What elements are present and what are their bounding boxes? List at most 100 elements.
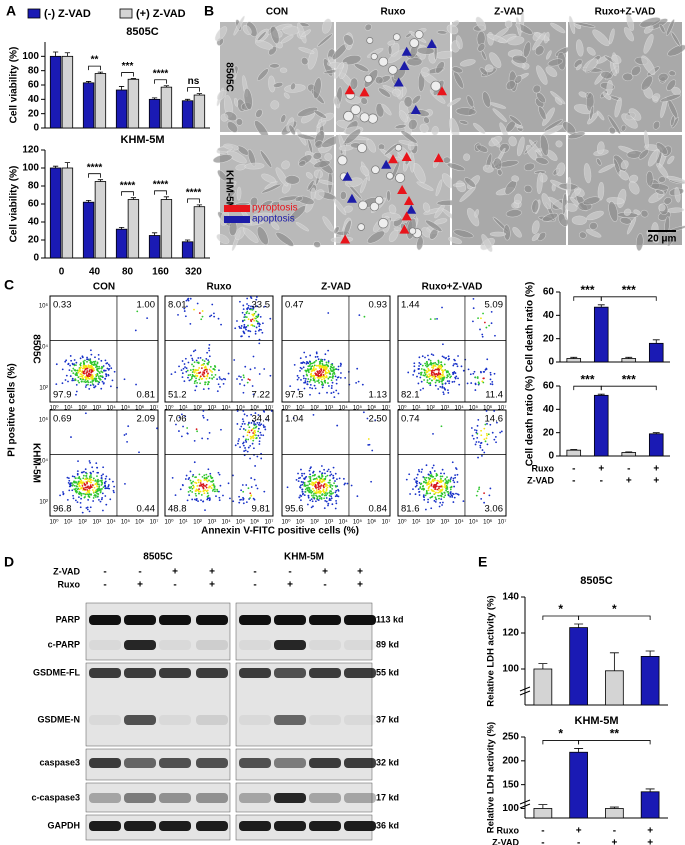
flow-event bbox=[81, 483, 84, 485]
flow-event bbox=[207, 372, 209, 375]
x-tick-label: 10¹ bbox=[296, 406, 305, 412]
flow-event bbox=[426, 363, 429, 366]
flow-event bbox=[193, 375, 196, 378]
marker-triangle bbox=[399, 224, 410, 234]
cell bbox=[545, 66, 558, 77]
flow-event bbox=[88, 375, 91, 378]
flow-event bbox=[405, 478, 408, 481]
flow-event bbox=[318, 470, 321, 473]
flow-event bbox=[312, 505, 314, 508]
legend-swatch bbox=[224, 205, 250, 212]
y-tick-label: 60 bbox=[28, 80, 40, 91]
flow-event bbox=[175, 423, 177, 426]
flow-event bbox=[312, 378, 315, 381]
quadrant-value: 96.8 bbox=[53, 504, 72, 515]
flow-event bbox=[84, 368, 87, 371]
flow-event bbox=[242, 330, 245, 333]
flow-event bbox=[127, 425, 130, 428]
cell bbox=[602, 92, 612, 100]
cell bbox=[242, 24, 252, 35]
flow-event bbox=[195, 359, 198, 362]
flow-event bbox=[363, 315, 366, 318]
flow-event bbox=[323, 497, 326, 500]
flow-event bbox=[99, 375, 102, 377]
flow-event bbox=[429, 492, 432, 495]
flow-event bbox=[329, 499, 332, 501]
error-bar bbox=[184, 239, 191, 242]
flow-event bbox=[420, 471, 423, 473]
flow-event bbox=[329, 474, 331, 477]
flow-event bbox=[413, 362, 416, 365]
flow-event bbox=[88, 475, 91, 478]
flow-event bbox=[311, 387, 314, 390]
flow-event bbox=[432, 371, 434, 374]
blot-band bbox=[159, 758, 191, 768]
flow-event bbox=[324, 372, 327, 375]
flow-event bbox=[437, 371, 440, 374]
flow-event bbox=[205, 358, 208, 360]
flow-event bbox=[66, 476, 69, 479]
blot-band bbox=[274, 668, 306, 678]
treatment-sign: - bbox=[288, 567, 291, 578]
flow-event bbox=[483, 321, 486, 324]
cell bbox=[360, 177, 367, 194]
flow-event bbox=[328, 385, 330, 387]
flow-event bbox=[212, 483, 215, 486]
marker-triangle bbox=[359, 87, 370, 97]
flow-event bbox=[332, 474, 335, 477]
legend-label: apoptosis bbox=[252, 214, 295, 225]
cell bbox=[534, 45, 545, 56]
marker-triangle bbox=[393, 77, 404, 87]
flow-event bbox=[432, 367, 435, 370]
flow-event bbox=[196, 489, 199, 491]
flow-event bbox=[253, 325, 256, 328]
x-tick-label: 10² bbox=[310, 520, 319, 526]
flow-event bbox=[136, 310, 139, 313]
cell bbox=[279, 67, 288, 73]
flow-event bbox=[95, 366, 97, 369]
flow-event bbox=[443, 369, 446, 372]
flow-event bbox=[451, 461, 454, 464]
quadrant-gate bbox=[398, 410, 506, 516]
flow-event bbox=[191, 375, 194, 378]
flow-event bbox=[306, 484, 309, 487]
band-label: GSDME-N bbox=[38, 714, 81, 724]
flow-event bbox=[447, 391, 450, 394]
quadrant-value: 0.93 bbox=[369, 300, 388, 311]
flow-event bbox=[331, 375, 334, 378]
flow-event bbox=[423, 379, 426, 381]
cell bbox=[658, 203, 666, 212]
flow-event bbox=[200, 485, 202, 487]
blot-band bbox=[344, 793, 376, 803]
cell bbox=[647, 149, 660, 167]
flow-event bbox=[200, 499, 202, 502]
flow-event bbox=[184, 357, 187, 360]
flow-event bbox=[82, 365, 85, 368]
cell bbox=[324, 153, 333, 161]
cell bbox=[523, 184, 533, 193]
y-axis-label: Cell viability (%) bbox=[9, 47, 20, 124]
flow-event bbox=[447, 355, 450, 358]
cell bbox=[652, 93, 661, 101]
flow-event bbox=[189, 378, 192, 381]
cell bbox=[360, 165, 370, 176]
flow-event bbox=[429, 481, 432, 484]
flow-event bbox=[299, 486, 302, 489]
flow-event bbox=[263, 490, 266, 493]
flow-event bbox=[82, 487, 85, 490]
flow-event bbox=[438, 369, 440, 372]
flow-event bbox=[424, 508, 427, 511]
flow-event bbox=[417, 488, 420, 491]
flow-event bbox=[247, 487, 250, 490]
x-tick-label: 10² bbox=[78, 406, 87, 412]
y-tick-label: 0 bbox=[33, 123, 39, 134]
flow-event bbox=[292, 417, 295, 420]
cell bbox=[611, 54, 622, 65]
flow-event bbox=[243, 376, 245, 379]
marker-triangle bbox=[342, 171, 353, 181]
cell bbox=[585, 229, 602, 238]
bar bbox=[94, 181, 107, 259]
cell bbox=[579, 231, 587, 239]
flow-event bbox=[206, 437, 209, 440]
flow-event bbox=[424, 364, 427, 367]
